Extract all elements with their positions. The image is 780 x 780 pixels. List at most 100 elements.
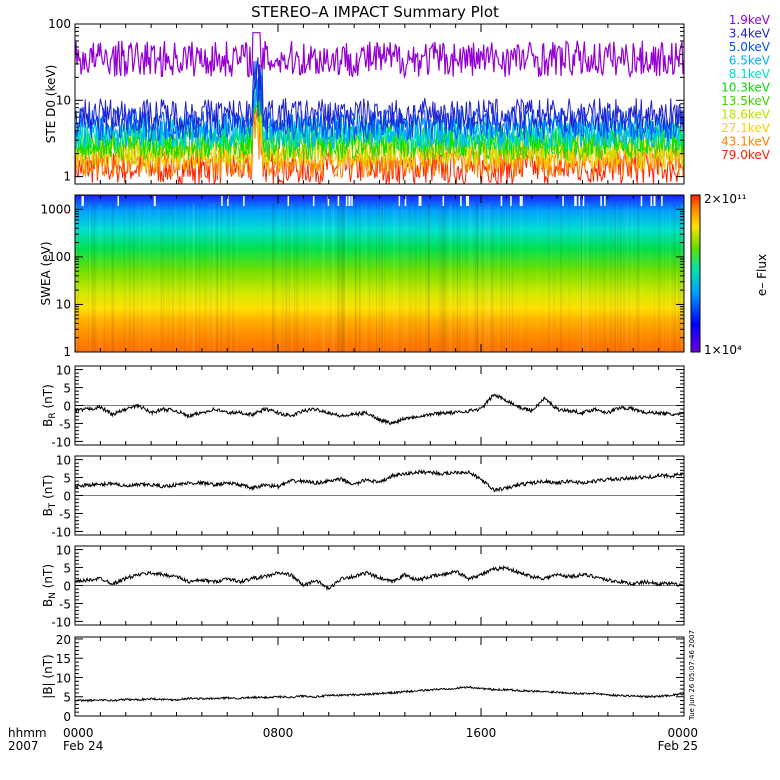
heatmap-streak bbox=[381, 203, 383, 352]
heatmap-streak bbox=[279, 203, 281, 352]
heatmap-streak bbox=[232, 203, 234, 352]
heatmap-streak bbox=[174, 203, 176, 352]
heatmap-gap bbox=[243, 196, 245, 206]
heatmap-streak bbox=[460, 203, 462, 352]
y-axis-label: BN (nT) bbox=[41, 564, 58, 607]
heatmap-streak bbox=[553, 203, 555, 352]
heatmap-streak bbox=[589, 203, 591, 352]
heatmap-gap bbox=[510, 196, 512, 206]
heatmap-gap bbox=[460, 196, 462, 206]
y-tick-label: 0 bbox=[63, 710, 71, 724]
heatmap-streak bbox=[473, 203, 475, 352]
heatmap-streak bbox=[313, 203, 315, 352]
y-tick-label: 5 bbox=[63, 472, 71, 486]
x-tick-label: 0000 bbox=[63, 726, 94, 740]
heatmap-streak bbox=[296, 203, 298, 352]
heatmap-streak bbox=[139, 203, 142, 352]
heatmap-streak bbox=[617, 203, 619, 352]
heatmap-streak bbox=[178, 203, 180, 352]
legend-entry: 18.6keV bbox=[721, 108, 771, 122]
heatmap-streak bbox=[282, 203, 284, 352]
y-tick-label: 5 bbox=[63, 382, 71, 396]
heatmap-streak bbox=[459, 203, 461, 352]
heatmap-gap bbox=[81, 196, 84, 206]
heatmap-streak bbox=[236, 203, 238, 352]
heatmap-streak bbox=[427, 203, 429, 352]
heatmap-streak bbox=[323, 203, 325, 352]
heatmap-streak bbox=[218, 203, 220, 352]
heatmap-streak bbox=[204, 203, 206, 352]
heatmap-streak bbox=[553, 203, 555, 352]
heatmap-streak bbox=[491, 203, 493, 352]
heatmap-gap bbox=[287, 196, 290, 206]
heatmap-streak bbox=[669, 203, 671, 352]
heatmap-streak bbox=[466, 203, 468, 352]
heatmap-streak bbox=[94, 203, 96, 352]
heatmap-streak bbox=[321, 203, 324, 352]
b-panel-3: -10 -5 0 5 10 BT (nT) bbox=[41, 454, 685, 539]
heatmap-streak bbox=[209, 203, 211, 352]
heatmap-streak bbox=[376, 203, 378, 352]
heatmap-gap bbox=[661, 196, 663, 206]
heatmap-streak bbox=[101, 203, 104, 352]
heatmap-streak bbox=[595, 203, 597, 352]
heatmap-streak bbox=[487, 203, 489, 352]
heatmap-gap bbox=[575, 196, 577, 206]
plot-title: STEREO–A IMPACT Summary Plot bbox=[251, 3, 499, 21]
heatmap-streak bbox=[490, 203, 492, 352]
heatmap-streak bbox=[282, 203, 284, 352]
heatmap-streak bbox=[282, 203, 284, 352]
x-axis-label-year: 2007 bbox=[8, 739, 39, 753]
heatmap-streak bbox=[172, 203, 174, 352]
heatmap-streak bbox=[330, 203, 332, 352]
heatmap-streak bbox=[323, 203, 325, 352]
heatmap-streak bbox=[323, 203, 325, 352]
heatmap-gap bbox=[337, 196, 340, 206]
heatmap-streak bbox=[147, 203, 149, 352]
heatmap-streak bbox=[550, 203, 552, 352]
heatmap-streak bbox=[403, 203, 405, 352]
heatmap-streak bbox=[286, 203, 288, 352]
y-tick-label: 10 bbox=[56, 93, 71, 107]
heatmap-streak bbox=[604, 203, 606, 352]
heatmap-streak bbox=[681, 203, 684, 352]
heatmap-streak bbox=[343, 203, 345, 352]
y-tick-label: 5 bbox=[63, 691, 71, 705]
legend-entry: 8.1keV bbox=[729, 67, 771, 81]
heatmap-streak bbox=[193, 203, 195, 352]
y-tick-label: 10 bbox=[56, 671, 71, 685]
heatmap-image bbox=[75, 195, 684, 352]
heatmap-gap bbox=[578, 196, 581, 206]
heatmap-gap bbox=[117, 196, 119, 206]
heatmap-gap bbox=[312, 196, 315, 206]
heatmap-streak bbox=[602, 203, 605, 352]
heatmap-streak bbox=[184, 203, 186, 352]
series-line-3.4keV bbox=[75, 57, 684, 132]
x-date-label: Feb 24 bbox=[63, 739, 103, 753]
heatmap-gap bbox=[221, 196, 223, 206]
heatmap-streak bbox=[439, 203, 441, 352]
heatmap-streak bbox=[623, 203, 625, 352]
heatmap-gap bbox=[404, 196, 407, 206]
heatmap-streak bbox=[408, 203, 410, 352]
heatmap-streak bbox=[663, 203, 665, 352]
heatmap-streak bbox=[88, 203, 91, 352]
heatmap-streak bbox=[615, 203, 617, 352]
heatmap-streak bbox=[342, 203, 345, 352]
heatmap-streak bbox=[485, 203, 487, 352]
heatmap-gap bbox=[519, 196, 522, 206]
heatmap-streak bbox=[443, 203, 445, 352]
heatmap-streak bbox=[525, 203, 527, 352]
heatmap-streak bbox=[401, 203, 403, 352]
heatmap-streak bbox=[110, 203, 112, 352]
heatmap-streak bbox=[160, 203, 162, 352]
heatmap-streak bbox=[511, 203, 513, 352]
heatmap-gap bbox=[153, 196, 156, 206]
heatmap-streak bbox=[487, 203, 489, 352]
heatmap-streak bbox=[476, 203, 479, 352]
y-tick-label: 10 bbox=[56, 364, 71, 378]
heatmap-gap bbox=[345, 196, 348, 206]
heatmap-streak bbox=[294, 203, 296, 352]
heatmap-streak bbox=[426, 203, 428, 352]
